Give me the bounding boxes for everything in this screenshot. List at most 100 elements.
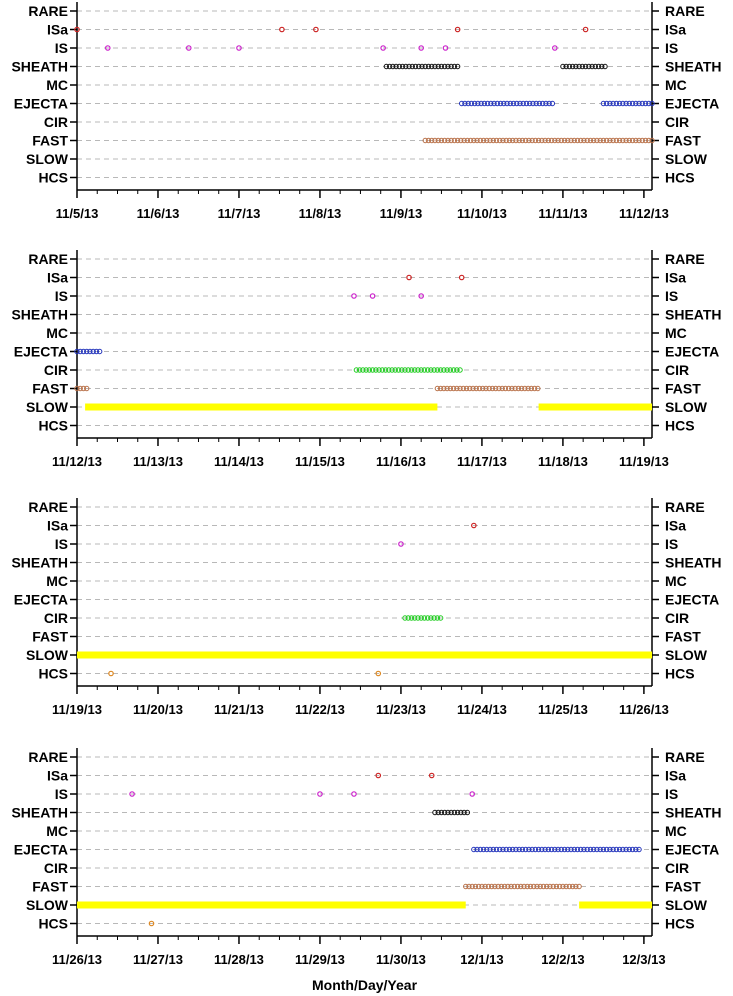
series-fast-point [535,137,542,144]
series-fast-point [565,137,571,144]
series-ejecta-point [555,846,561,853]
series-isa-point [74,26,80,33]
series-is-point [236,45,242,51]
category-label-left: SLOW [26,647,69,663]
series-sheath-point [458,809,464,816]
series-cir-point [360,367,366,373]
series-is-point [442,45,449,51]
x-tick-label: 11/7/13 [218,206,261,221]
series-is-point [552,45,558,51]
category-label-right: IS [665,536,678,552]
series-ejecta-point [491,100,497,107]
chart-panel-1: RARE RARE ISa ISa IS IS SHEATH SHEATH MC MC EJECTA… [11,2,722,221]
series-ejecta-point [501,100,507,107]
series-ejecta-point [506,846,513,853]
series-ejecta-point [494,100,501,107]
series-fast-point [537,883,543,890]
series-sheath-point [432,809,438,816]
series-sheath-point [425,63,432,70]
series-ejecta-point [542,846,548,853]
series-fast-point [425,137,432,144]
series-ejecta-point [516,846,522,853]
series-fast-point [590,137,597,144]
series-ejecta-point [565,846,571,853]
series-sheath-point [569,63,576,70]
series-ejecta-point [607,100,613,107]
series-fast-point [490,137,496,144]
series-fast-point [633,137,639,144]
x-tick-label: 11/27/13 [133,952,183,967]
series-fast-point [475,883,482,890]
series-fast-point [584,137,590,144]
series-sheath-point [422,63,428,70]
series-fast-point [600,137,607,144]
category-label-right: SHEATH [665,59,722,75]
category-label-left: MC [46,573,68,589]
series-fast-point [480,385,486,392]
series-ejecta-point [532,846,539,853]
series-fast-point [560,883,566,890]
series-fast-point [84,385,90,392]
series-cir-point [376,367,382,373]
series-slow-segment [77,901,466,909]
series-ejecta-point [552,846,558,853]
series-fast-point [486,385,492,392]
category-label-left: ISa [47,518,68,534]
series-fast-point [489,385,496,392]
series-ejecta-point [623,100,629,107]
series-sheath-point [560,63,566,70]
category-label-left: RARE [28,3,68,19]
series-is-point [398,541,404,547]
series-fast-point [485,883,492,890]
series-isa-point [313,26,319,33]
category-label-left: CIR [44,114,68,130]
series-sheath-point [390,63,396,70]
series-ejecta-point [458,100,465,107]
series-cir-point [428,367,434,373]
series-ejecta-point [600,100,607,107]
series-slow-segment [579,901,652,909]
series-sheath-point [432,63,438,70]
series-fast-point [429,137,435,144]
series-sheath-point [461,809,467,816]
x-tick-label: 11/24/13 [457,702,507,717]
series-cir-point [421,367,428,373]
series-fast-point [519,137,526,144]
series-sheath-point [412,63,419,70]
series-sheath-point [454,63,461,70]
series-fast-point [607,137,613,144]
series-fast-point [597,137,603,144]
series-ejecta-point [497,100,504,107]
series-cir-point [369,367,376,373]
series-is-point [418,293,424,299]
series-fast-point [623,137,629,144]
series-ejecta-point [536,100,543,107]
series-fast-point [510,137,516,144]
category-label-right: MC [665,325,687,341]
series-ejecta-point [620,846,626,853]
series-fast-point [463,883,469,890]
x-tick-label: 11/17/13 [457,454,507,469]
series-fast-point [561,137,568,144]
series-fast-point [532,137,539,144]
series-sheath-point [438,63,445,70]
series-fast-point [574,137,581,144]
series-is-point [418,45,424,51]
category-label-left: HCS [38,666,68,682]
series-ejecta-point [636,100,642,107]
series-fast-point [500,137,506,144]
series-fast-point [464,137,471,144]
category-label-right: EJECTA [665,344,719,360]
series-isa-point [279,26,285,33]
series-ejecta-point [543,100,549,107]
series-fast-point [437,385,444,392]
series-sheath-point [566,63,573,70]
series-ejecta-point [597,846,603,853]
series-fast-point [505,385,512,392]
series-fast-point [454,137,461,144]
series-ejecta-point [471,846,477,853]
series-fast-point [613,137,620,144]
series-isa-point [458,274,465,281]
series-ejecta-point [497,846,503,853]
series-fast-point [514,883,521,890]
